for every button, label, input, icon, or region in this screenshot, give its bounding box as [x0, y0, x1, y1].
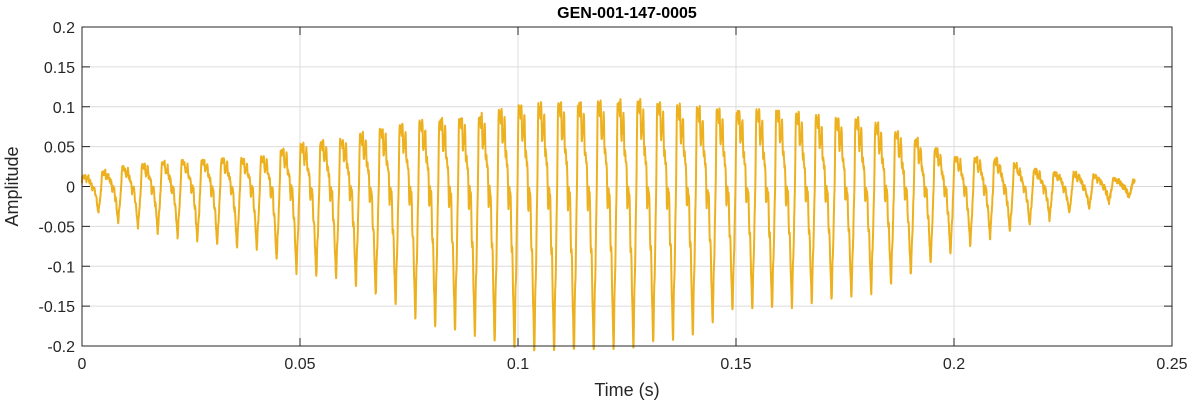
y-tick-label: -0.05: [39, 219, 76, 236]
y-tick-label: 0.2: [53, 20, 75, 37]
x-axis-label: Time (s): [594, 380, 659, 400]
y-tick-label: -0.1: [47, 259, 75, 276]
x-tick-label: 0.15: [720, 356, 751, 373]
y-tick-label: 0.15: [44, 60, 75, 77]
x-tick-label: 0: [78, 356, 87, 373]
y-tick-label: -0.15: [39, 299, 76, 316]
x-tick-label: 0.2: [943, 356, 965, 373]
y-tick-label: 0.1: [53, 100, 75, 117]
y-tick-label: -0.2: [47, 339, 75, 356]
x-tick-label: 0.25: [1156, 356, 1187, 373]
series-line-amplitude: [81, 97, 1136, 352]
signal-series: [81, 97, 1136, 352]
y-tick-label: 0.05: [44, 140, 75, 157]
y-axis-ticks: -0.2 -0.15 -0.1 -0.05 0 0.05 0.1 0.15 0.2: [39, 20, 1172, 356]
x-tick-label: 0.05: [284, 356, 315, 373]
x-tick-label: 0.1: [507, 356, 529, 373]
y-tick-label: 0: [66, 180, 75, 197]
x-axis-ticks: 0 0.05 0.1 0.15 0.2 0.25: [78, 27, 1188, 373]
y-axis-label: Amplitude: [2, 146, 22, 226]
chart-title: GEN-001-147-0005: [557, 5, 697, 22]
